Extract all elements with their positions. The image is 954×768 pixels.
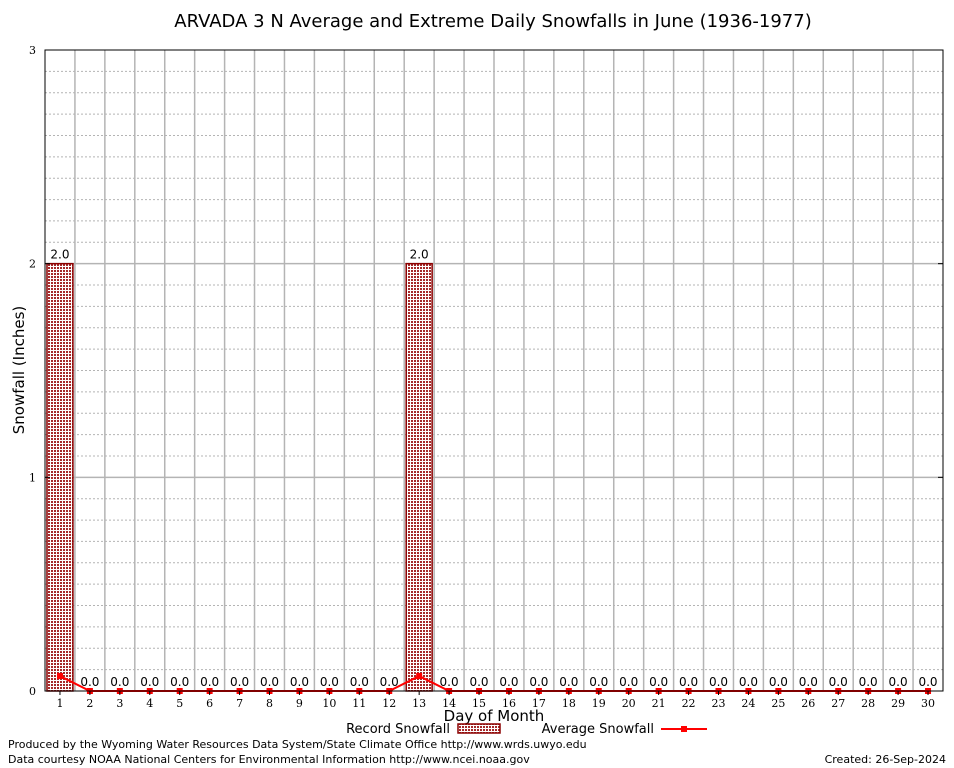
- bar-label-day-1: 2.0: [50, 248, 69, 262]
- x-tick-label: 17: [532, 697, 546, 710]
- bar-label-day-9: 0.0: [290, 675, 309, 689]
- bar-label-day-2: 0.0: [80, 675, 99, 689]
- bar-label-day-14: 0.0: [440, 675, 459, 689]
- y-tick-label: 0: [29, 685, 36, 698]
- bar-label-day-3: 0.0: [110, 675, 129, 689]
- x-tick-label: 30: [921, 697, 935, 710]
- bar-label-day-29: 0.0: [889, 675, 908, 689]
- x-tick-label: 24: [741, 697, 755, 710]
- x-tick-label: 8: [266, 697, 273, 710]
- bar-label-day-16: 0.0: [499, 675, 518, 689]
- legend-average-marker: [681, 726, 687, 732]
- x-tick-label: 25: [771, 697, 785, 710]
- bar-label-day-12: 0.0: [380, 675, 399, 689]
- bar-label-day-27: 0.0: [829, 675, 848, 689]
- x-tick-label: 1: [56, 697, 63, 710]
- x-tick-label: 28: [861, 697, 875, 710]
- bar-label-day-6: 0.0: [200, 675, 219, 689]
- x-tick-label: 9: [296, 697, 303, 710]
- x-tick-label: 18: [562, 697, 576, 710]
- created-date: Created: 26-Sep-2024: [824, 753, 946, 766]
- x-tick-label: 5: [176, 697, 183, 710]
- x-tick-label: 16: [502, 697, 516, 710]
- bar-label-day-21: 0.0: [649, 675, 668, 689]
- bar-label-day-5: 0.0: [170, 675, 189, 689]
- x-tick-label: 12: [382, 697, 396, 710]
- x-axis-label: Day of Month: [444, 707, 545, 725]
- x-tick-label: 11: [352, 697, 366, 710]
- credit-wrds: Produced by the Wyoming Water Resources …: [8, 738, 587, 751]
- bar-label-day-26: 0.0: [799, 675, 818, 689]
- x-tick-label: 20: [622, 697, 636, 710]
- average-point-day-1: [56, 673, 63, 680]
- x-tick-label: 4: [146, 697, 153, 710]
- bar-label-day-4: 0.0: [140, 675, 159, 689]
- chart-title: ARVADA 3 N Average and Extreme Daily Sno…: [174, 11, 811, 32]
- legend: Record Snowfall Average Snowfall: [346, 722, 707, 737]
- bar-label-day-22: 0.0: [679, 675, 698, 689]
- x-tick-label: 10: [322, 697, 336, 710]
- credit-ncei: Data courtesy NOAA National Centers for …: [8, 753, 530, 766]
- bar-label-day-24: 0.0: [739, 675, 758, 689]
- record-bar-day-13: [405, 262, 433, 692]
- y-tick-label: 2: [29, 258, 36, 271]
- x-tick-label: 15: [472, 697, 486, 710]
- x-tick-label: 6: [206, 697, 213, 710]
- record-bars: [46, 262, 433, 692]
- x-tick-label: 23: [712, 697, 726, 710]
- bar-label-day-18: 0.0: [559, 675, 578, 689]
- average-point-day-13: [416, 673, 423, 680]
- grid: [45, 50, 943, 691]
- bar-label-day-13: 2.0: [410, 248, 429, 262]
- bar-label-day-20: 0.0: [619, 675, 638, 689]
- x-tick-label: 2: [86, 697, 93, 710]
- x-tick-label: 19: [592, 697, 606, 710]
- bar-label-day-15: 0.0: [469, 675, 488, 689]
- plot-frame: [44, 49, 944, 692]
- legend-record-label: Record Snowfall: [346, 722, 450, 737]
- x-tick-label: 7: [236, 697, 243, 710]
- x-tick-label: 22: [682, 697, 696, 710]
- bar-label-day-19: 0.0: [589, 675, 608, 689]
- legend-record-swatch: [457, 723, 501, 734]
- x-tick-label: 29: [891, 697, 905, 710]
- bar-label-day-10: 0.0: [320, 675, 339, 689]
- y-axis-label: Snowfall (Inches): [10, 306, 28, 434]
- bar-label-day-8: 0.0: [260, 675, 279, 689]
- record-bar-day-1: [46, 262, 74, 692]
- bar-label-day-25: 0.0: [769, 675, 788, 689]
- snowfall-chart: ARVADA 3 N Average and Extreme Daily Sno…: [10, 11, 944, 737]
- bar-label-day-30: 0.0: [918, 675, 937, 689]
- bar-labels: 2.0 0.0 0.0 0.0 0.0 0.0 0.0 0.0 0.0 0.0 0.0 0.0 2.0 0…: [50, 248, 937, 689]
- x-tick-label: 27: [831, 697, 845, 710]
- x-tick-label: 21: [652, 697, 666, 710]
- bar-label-day-28: 0.0: [859, 675, 878, 689]
- legend-average-label: Average Snowfall: [542, 722, 654, 737]
- bar-label-day-7: 0.0: [230, 675, 249, 689]
- y-tick-label: 1: [29, 471, 36, 484]
- y-tick-label: 3: [29, 44, 36, 57]
- x-tick-label: 3: [116, 697, 123, 710]
- x-tick-label: 26: [801, 697, 815, 710]
- bar-label-day-17: 0.0: [529, 675, 548, 689]
- bar-label-day-23: 0.0: [709, 675, 728, 689]
- x-tick-label: 13: [412, 697, 426, 710]
- x-tick-label: 14: [442, 697, 456, 710]
- bar-label-day-11: 0.0: [350, 675, 369, 689]
